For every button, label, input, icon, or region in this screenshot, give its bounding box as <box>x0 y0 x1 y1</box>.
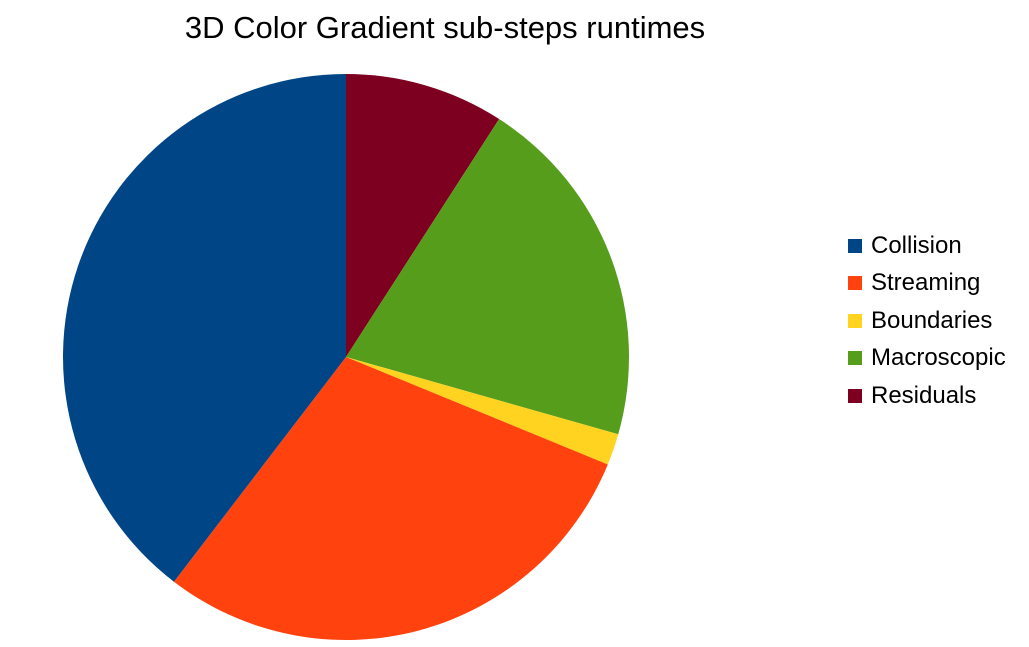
pie-slice-macroscopic <box>346 119 629 435</box>
pie-slice-streaming <box>173 357 608 641</box>
legend-item-streaming: Streaming <box>848 265 1028 303</box>
legend-label-boundaries: Boundaries <box>871 306 993 334</box>
legend-swatch-residuals <box>848 388 862 403</box>
legend-label-macroscopic: Macroscopic <box>871 344 1006 372</box>
legend-swatch-streaming <box>848 276 862 291</box>
legend-swatch-macroscopic <box>848 351 862 366</box>
legend-item-residuals: Residuals <box>848 377 1028 415</box>
pie-slice-collision <box>63 74 347 582</box>
legend-item-boundaries: Boundaries <box>848 302 1028 340</box>
legend-label-residuals: Residuals <box>871 381 977 409</box>
legend-swatch-collision <box>848 238 862 253</box>
legend-label-streaming: Streaming <box>871 269 981 297</box>
chart-title: 3D Color Gradient sub-steps runtimes <box>184 10 706 45</box>
pie-slice-residuals <box>346 74 500 357</box>
legend-item-macroscopic: Macroscopic <box>848 340 1028 378</box>
legend-item-collision: Collision <box>848 227 1028 265</box>
pie-slices <box>63 74 629 641</box>
pie-slice-boundaries <box>346 357 619 465</box>
legend-swatch-boundaries <box>848 313 862 328</box>
legend: Collision Streaming Boundaries Macroscop… <box>848 227 1028 415</box>
legend-label-collision: Collision <box>871 231 962 259</box>
